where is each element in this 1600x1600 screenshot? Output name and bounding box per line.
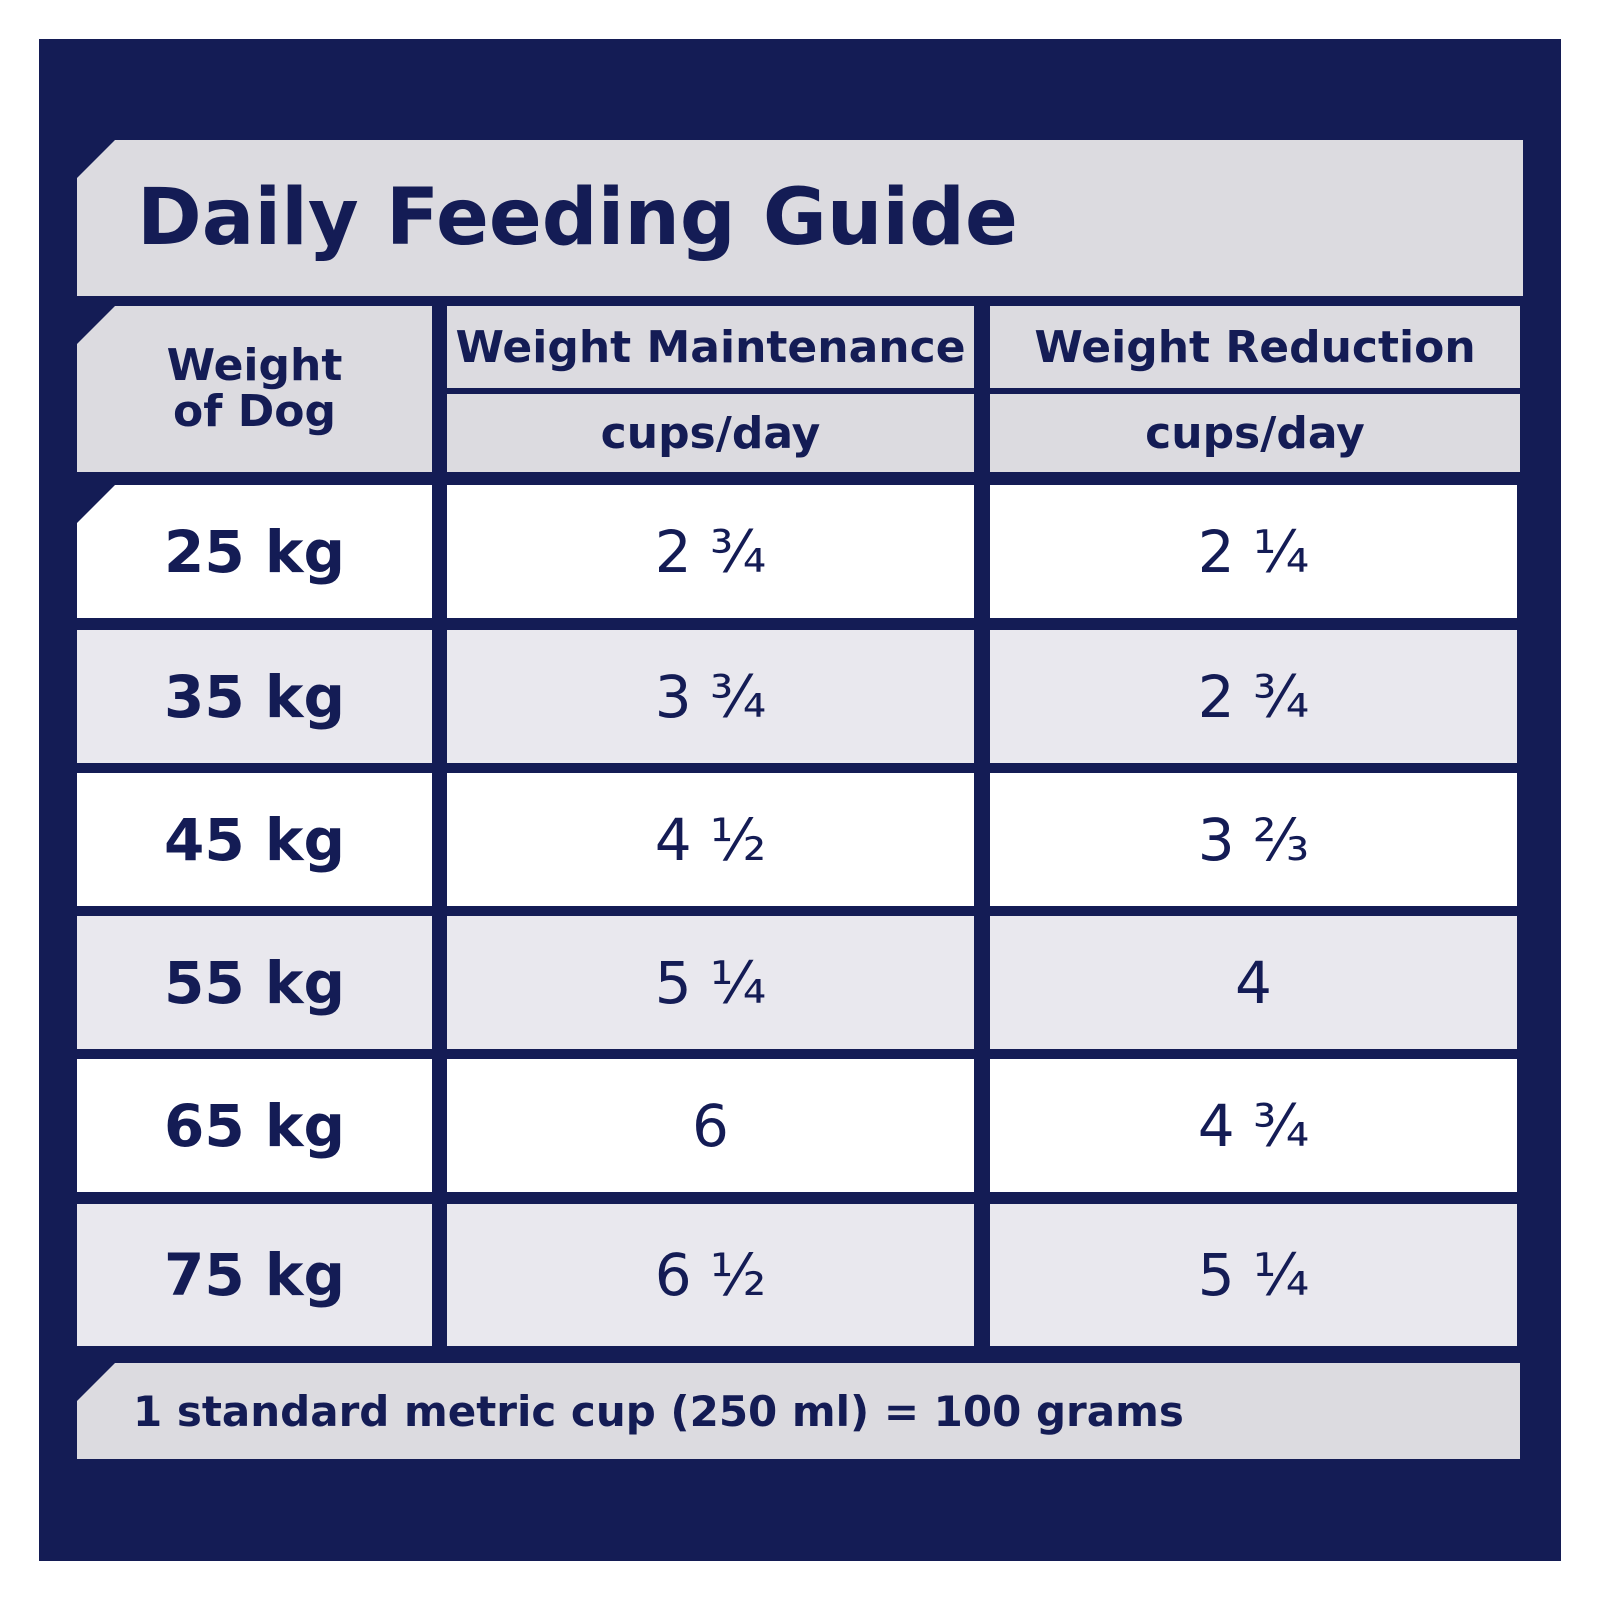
weight-cell: 35 kg bbox=[77, 630, 432, 763]
column-unit: cups/day bbox=[990, 394, 1520, 472]
amount-cell: 2 ¾ bbox=[990, 630, 1517, 763]
weight-cell: 55 kg bbox=[77, 916, 432, 1049]
column-header: Weight Maintenance bbox=[447, 306, 974, 388]
amount-cell: 5 ¼ bbox=[447, 916, 974, 1049]
amount-cell: 2 ¾ bbox=[447, 485, 974, 618]
amount-cell: 6 ½ bbox=[447, 1204, 974, 1346]
amount-cell: 5 ¼ bbox=[990, 1204, 1517, 1346]
header-weight: Weight of Dog bbox=[77, 306, 432, 472]
weight-cell: 25 kg bbox=[77, 485, 432, 618]
footnote: 1 standard metric cup (250 ml) = 100 gra… bbox=[77, 1363, 1520, 1459]
amount-cell: 3 ⅔ bbox=[990, 773, 1517, 906]
amount-cell: 4 ¾ bbox=[990, 1059, 1517, 1192]
column-unit: cups/day bbox=[447, 394, 974, 472]
weight-cell: 45 kg bbox=[77, 773, 432, 906]
amount-cell: 4 ½ bbox=[447, 773, 974, 906]
amount-cell: 2 ¼ bbox=[990, 485, 1517, 618]
amount-cell: 4 bbox=[990, 916, 1517, 1049]
weight-cell: 65 kg bbox=[77, 1059, 432, 1192]
title: Daily Feeding Guide bbox=[77, 140, 1523, 296]
amount-cell: 6 bbox=[447, 1059, 974, 1192]
column-header: Weight Reduction bbox=[990, 306, 1520, 388]
weight-cell: 75 kg bbox=[77, 1204, 432, 1346]
amount-cell: 3 ¾ bbox=[447, 630, 974, 763]
